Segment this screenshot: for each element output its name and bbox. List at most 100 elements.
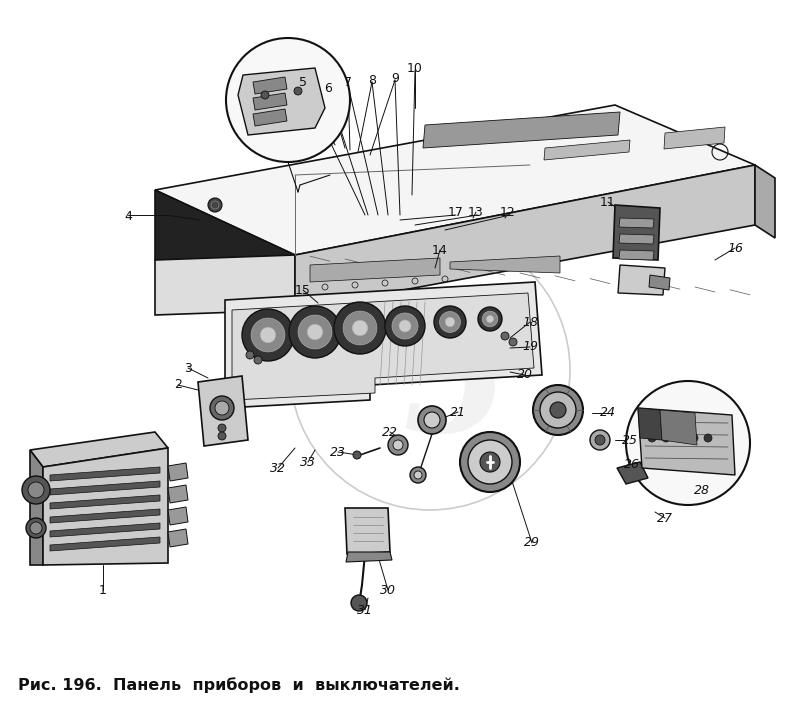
Circle shape — [399, 320, 411, 332]
Text: 24: 24 — [600, 406, 616, 420]
Circle shape — [509, 338, 517, 346]
Text: 23: 23 — [330, 445, 346, 459]
Polygon shape — [168, 485, 188, 503]
Circle shape — [22, 476, 50, 504]
Circle shape — [393, 440, 403, 450]
Text: 19: 19 — [522, 341, 538, 353]
Circle shape — [254, 356, 262, 364]
Text: Рис. 196.  Панель  приборов  и  выключателей.: Рис. 196. Панель приборов и выключателей… — [18, 677, 460, 693]
Circle shape — [388, 435, 408, 455]
Circle shape — [595, 435, 605, 445]
Text: 11: 11 — [600, 195, 616, 208]
Text: 2: 2 — [174, 379, 182, 392]
Text: 5: 5 — [299, 76, 307, 89]
Text: 28: 28 — [694, 484, 710, 496]
Circle shape — [215, 401, 229, 415]
Circle shape — [218, 424, 226, 432]
Polygon shape — [30, 432, 168, 467]
Text: 5: 5 — [402, 316, 508, 464]
Polygon shape — [638, 408, 662, 440]
Circle shape — [307, 324, 323, 340]
Circle shape — [251, 318, 285, 352]
Polygon shape — [450, 256, 560, 273]
Text: 26: 26 — [624, 459, 640, 472]
Circle shape — [626, 381, 750, 505]
Polygon shape — [50, 467, 160, 481]
Polygon shape — [50, 523, 160, 537]
Circle shape — [434, 306, 466, 338]
Circle shape — [289, 306, 341, 358]
Polygon shape — [168, 529, 188, 547]
Text: 16: 16 — [727, 241, 743, 254]
Text: 20: 20 — [517, 368, 533, 382]
Polygon shape — [50, 537, 160, 551]
Circle shape — [353, 451, 361, 459]
Text: 17: 17 — [448, 207, 464, 219]
Circle shape — [210, 396, 234, 420]
Circle shape — [334, 302, 386, 354]
Circle shape — [662, 434, 670, 442]
Circle shape — [26, 518, 46, 538]
Text: 3: 3 — [184, 362, 192, 375]
Circle shape — [540, 392, 576, 428]
Circle shape — [501, 332, 509, 340]
Circle shape — [208, 198, 222, 212]
Circle shape — [246, 351, 254, 359]
Circle shape — [460, 432, 520, 492]
Circle shape — [294, 87, 302, 95]
Text: 13: 13 — [468, 205, 484, 219]
Circle shape — [385, 306, 425, 346]
Circle shape — [676, 434, 684, 442]
Circle shape — [486, 315, 494, 323]
Text: 22: 22 — [382, 426, 398, 438]
Polygon shape — [295, 165, 755, 310]
Polygon shape — [619, 218, 654, 228]
Polygon shape — [43, 448, 168, 565]
Polygon shape — [613, 205, 660, 260]
Text: 25: 25 — [622, 433, 638, 447]
Polygon shape — [168, 463, 188, 481]
Text: 21: 21 — [450, 406, 466, 418]
Text: 1: 1 — [99, 583, 107, 597]
Polygon shape — [649, 275, 670, 290]
Circle shape — [261, 91, 269, 99]
Circle shape — [648, 434, 656, 442]
Circle shape — [704, 434, 712, 442]
Polygon shape — [50, 509, 160, 523]
Polygon shape — [30, 450, 43, 565]
Polygon shape — [253, 77, 287, 94]
Polygon shape — [619, 250, 654, 260]
Polygon shape — [755, 165, 775, 238]
Circle shape — [410, 467, 426, 483]
Polygon shape — [232, 293, 534, 400]
Circle shape — [260, 327, 276, 343]
Polygon shape — [664, 127, 725, 149]
Circle shape — [478, 307, 502, 331]
Polygon shape — [198, 376, 248, 446]
Circle shape — [28, 482, 44, 498]
Text: 33: 33 — [300, 455, 316, 469]
Circle shape — [352, 320, 368, 336]
Circle shape — [298, 315, 332, 349]
Polygon shape — [50, 481, 160, 495]
Circle shape — [550, 402, 566, 418]
Circle shape — [418, 406, 446, 434]
Polygon shape — [544, 140, 630, 160]
Circle shape — [30, 522, 42, 534]
Text: 30: 30 — [380, 583, 396, 597]
Polygon shape — [168, 507, 188, 525]
Circle shape — [218, 432, 226, 440]
Circle shape — [690, 434, 698, 442]
Polygon shape — [619, 234, 654, 244]
Polygon shape — [617, 462, 648, 484]
Text: 9: 9 — [391, 72, 399, 84]
Polygon shape — [660, 410, 697, 445]
Circle shape — [242, 309, 294, 361]
Polygon shape — [638, 408, 735, 475]
Text: 18: 18 — [522, 316, 538, 329]
Polygon shape — [155, 190, 295, 290]
Circle shape — [226, 38, 350, 162]
Circle shape — [480, 452, 500, 472]
Polygon shape — [50, 495, 160, 509]
Circle shape — [424, 412, 440, 428]
